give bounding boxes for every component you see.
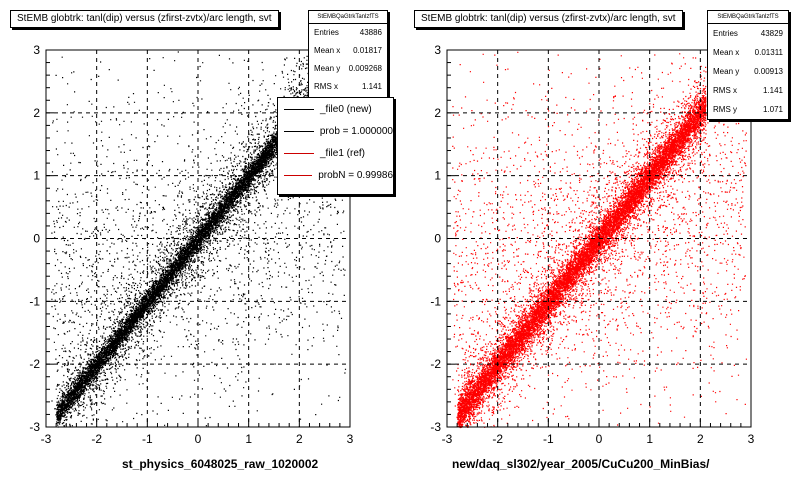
- right-plot-title: StEMB globtrk: tanl(dip) versus (zfirst-…: [414, 10, 683, 28]
- legend-line: [284, 108, 314, 110]
- legend-entry: _file0 (new): [278, 98, 393, 120]
- left-entries-label: Entries: [314, 28, 339, 37]
- right-rms-x-value: 1.141: [762, 86, 783, 95]
- left-rms-x-value: 1.141: [361, 82, 382, 91]
- legend-line: [284, 174, 313, 176]
- right-x-tick-label: -1: [543, 432, 554, 446]
- right-x-tick-label: -2: [492, 432, 503, 446]
- right-y-tick-label: 2: [434, 106, 441, 120]
- right-stats-name: StEMBQaGtrkTanlzfTS: [708, 11, 788, 24]
- left-mean-x-label: Mean x: [314, 46, 341, 55]
- right-scatter-points: [452, 51, 747, 429]
- right-mean-y-label: Mean y: [713, 67, 740, 76]
- left-stats-box: StEMBQaGtrkTanlzfTS Entries 43886 Mean x 0…: [308, 10, 388, 98]
- right-entries-label: Entries: [713, 29, 738, 38]
- left-x-tick-label: 0: [195, 432, 202, 446]
- legend-label: _file1 (ref): [320, 147, 366, 159]
- left-mean-y-value: 0.009268: [348, 64, 382, 73]
- legend-label: probN = 0.99986: [318, 169, 393, 181]
- left-plot-title: StEMB globtrk: tanl(dip) versus (zfirst-…: [10, 10, 279, 28]
- left-y-tick-label: 0: [33, 232, 40, 246]
- left-x-tick-label: -2: [91, 432, 102, 446]
- left-y-tick-label: -1: [29, 294, 40, 308]
- legend-label: _file0 (new): [320, 103, 372, 115]
- right-y-tick-label: -1: [430, 294, 441, 308]
- left-x-tick-label: -3: [41, 432, 52, 446]
- left-rms-x-label: RMS x: [314, 82, 338, 91]
- right-rms-x-label: RMS x: [713, 86, 737, 95]
- left-y-tick-label: 1: [33, 169, 40, 183]
- right-x-tick-label: 0: [596, 432, 603, 446]
- right-y-tick-label: 1: [434, 169, 441, 183]
- left-y-tick-label: -2: [29, 357, 40, 371]
- right-mean-x-label: Mean x: [713, 48, 740, 57]
- legend-entry: probN = 0.99986: [278, 164, 393, 186]
- right-mean-x-value: 0.01311: [754, 48, 783, 57]
- right-y-tick-label: 3: [434, 43, 441, 57]
- left-mean-y-label: Mean y: [314, 64, 341, 73]
- legend-label: prob = 1.000000: [319, 125, 393, 137]
- right-y-tick-label: -3: [430, 420, 441, 434]
- right-y-tick-label: 0: [434, 232, 441, 246]
- left-x-axis-title: st_physics_6048025_raw_1020002: [122, 457, 319, 471]
- left-y-tick-label: 3: [33, 43, 40, 57]
- right-x-tick-label: 1: [646, 432, 653, 446]
- right-x-tick-label: 2: [697, 432, 704, 446]
- legend-line: [284, 152, 314, 154]
- left-y-tick-label: -3: [29, 420, 40, 434]
- right-x-tick-label: -3: [442, 432, 453, 446]
- right-rms-y-value: 1.071: [762, 105, 783, 114]
- right-rms-y-label: RMS y: [713, 105, 737, 114]
- left-entries-value: 43886: [359, 28, 382, 37]
- legend-line: [284, 130, 314, 132]
- right-x-axis-title: new/daq_sl302/year_2005/CuCu200_MinBias/: [452, 457, 710, 471]
- left-x-tick-label: 1: [245, 432, 252, 446]
- left-x-tick-label: 3: [347, 432, 354, 446]
- left-x-tick-label: 2: [296, 432, 303, 446]
- legend-entry: prob = 1.000000: [278, 120, 393, 142]
- right-x-tick-label: 3: [748, 432, 755, 446]
- left-x-tick-label: -1: [142, 432, 153, 446]
- left-mean-x-value: 0.01817: [353, 46, 382, 55]
- left-y-tick-label: 2: [33, 106, 40, 120]
- right-stats-box: StEMBQaGtrkTanlzfTS Entries 43829 Mean x 0…: [707, 10, 789, 120]
- right-mean-y-value: 0.00913: [754, 67, 783, 76]
- right-entries-value: 43829: [760, 29, 783, 38]
- legend-entry: _file1 (ref): [278, 142, 393, 164]
- right-y-tick-label: -2: [430, 357, 441, 371]
- left-legend: _file0 (new) prob = 1.000000 _file1 (ref…: [277, 97, 394, 195]
- left-stats-name: StEMBQaGtrkTanlzfTS: [309, 11, 387, 24]
